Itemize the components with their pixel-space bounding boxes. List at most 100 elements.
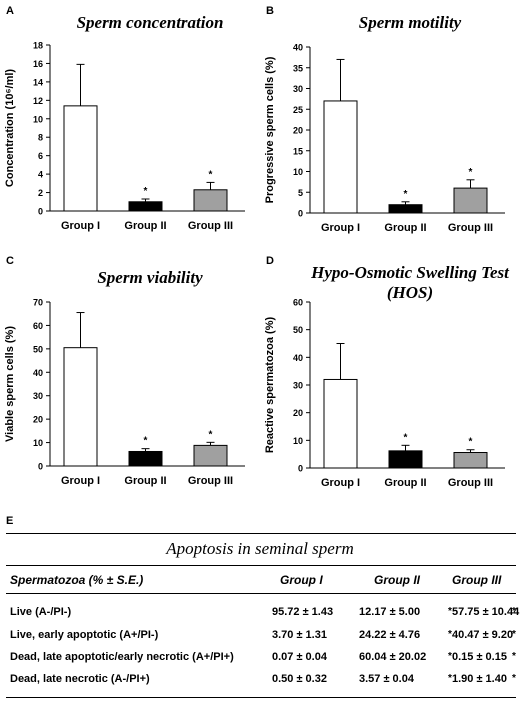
panel-e: E Apoptosis in seminal sperm Spermatozoa… <box>0 515 520 705</box>
y-tick-label: 10 <box>293 167 303 177</box>
bar-1 <box>63 105 98 212</box>
y-tick-label: 0 <box>298 209 303 219</box>
y-tick-label: 40 <box>293 353 303 363</box>
panel-letter-d: D <box>266 255 274 267</box>
y-tick-label: 20 <box>293 126 303 136</box>
significance-mark: * <box>469 167 473 178</box>
y-tick-label: 14 <box>33 77 43 87</box>
table-header-label: Spermatozoa (% ± S.E.) <box>10 573 144 587</box>
x-tick-label: Group III <box>448 222 493 234</box>
y-tick-label: 4 <box>38 170 43 180</box>
x-tick-label: Group I <box>61 220 100 232</box>
x-tick-label: Group I <box>321 477 360 489</box>
y-tick-label: 30 <box>293 381 303 391</box>
bar-2 <box>388 204 423 214</box>
x-tick-label: Group III <box>448 477 493 489</box>
table-cell-group-1: 0.50 ± 0.32 <box>272 673 327 685</box>
y-tick-label: 20 <box>293 408 303 418</box>
y-tick-label: 0 <box>298 464 303 474</box>
bar-3 <box>193 444 228 467</box>
chart-title: Sperm motility <box>359 13 462 32</box>
y-tick-label: 50 <box>33 344 43 354</box>
table-bottom-rule <box>6 697 516 698</box>
table-cell-group-2: 12.17 ± 5.00 <box>359 606 421 618</box>
table-cell-group-2: 60.04 ± 20.02 <box>359 651 427 663</box>
table-cell-group-2-significance: * <box>448 651 452 662</box>
chart-c: C Sperm viability Viable sperm cells (%) 0 1… <box>4 255 245 487</box>
bar-2 <box>128 450 163 467</box>
y-tick-label: 12 <box>33 96 43 106</box>
y-tick-label: 15 <box>293 146 303 156</box>
panel-letter-c: C <box>6 255 14 267</box>
chart-d: D Hypo-Osmotic Swelling Test(HOS) Reactive… <box>264 255 510 489</box>
panel-b: B Sperm motility Progressive sperm cells (… <box>260 0 520 250</box>
table-cell-group-3: 0.15 ± 0.15 <box>452 651 507 663</box>
y-tick-label: 40 <box>293 43 303 53</box>
y-tick-label: 0 <box>38 207 43 217</box>
bar-2 <box>128 201 163 212</box>
bar-3 <box>453 187 488 214</box>
y-tick-label: 10 <box>293 436 303 446</box>
bar-2 <box>388 450 423 469</box>
table-top-rule <box>6 533 516 534</box>
chart-a: A Sperm concentration Concentration (10⁶/m… <box>4 5 245 232</box>
y-tick-label: 18 <box>33 41 43 51</box>
table-cell-group-1: 95.72 ± 1.43 <box>272 606 334 618</box>
panel-d: D Hypo-Osmotic Swelling Test (HOS) Reactive… <box>260 250 520 512</box>
y-tick-label: 30 <box>293 84 303 94</box>
x-tick-label: Group II <box>124 475 166 487</box>
significance-mark: * <box>404 189 408 200</box>
table-cell-group-3-significance: * <box>512 651 516 662</box>
significance-mark: * <box>209 429 213 440</box>
table-header-group-3: Group III <box>452 573 502 587</box>
y-tick-label: 0 <box>38 462 43 472</box>
x-tick-label: Group I <box>61 475 100 487</box>
x-tick-label: Group I <box>321 222 360 234</box>
table-row-label: Dead, late apoptotic/early necrotic (A+/… <box>10 651 234 663</box>
significance-mark: * <box>144 186 148 197</box>
x-tick-label: Group II <box>124 220 166 232</box>
y-tick-label: 50 <box>293 325 303 335</box>
table-cell-group-3: 57.75 ± 10.44 <box>452 606 520 618</box>
x-tick-label: Group III <box>188 220 233 232</box>
y-tick-label: 25 <box>293 105 303 115</box>
y-tick-label: 20 <box>33 415 43 425</box>
x-tick-label: Group II <box>384 222 426 234</box>
bar-3 <box>193 189 228 212</box>
table-row-label: Live (A-/PI-) <box>10 606 72 618</box>
table-cell-group-2-significance: * <box>448 606 452 617</box>
y-tick-label: 35 <box>293 63 303 73</box>
bar-3 <box>453 452 488 469</box>
y-axis-label: Progressive sperm cells (%) <box>264 56 276 203</box>
significance-mark: * <box>209 169 213 180</box>
bar-1 <box>323 378 358 469</box>
table-cell-group-3: 40.47 ± 9.20 <box>452 629 514 641</box>
table-row-label: Dead, late necrotic (A-/PI+) <box>10 673 150 685</box>
chart-title: Hypo-Osmotic Swelling Test <box>310 263 510 282</box>
y-tick-label: 30 <box>33 391 43 401</box>
chart-title: Sperm concentration <box>77 13 224 32</box>
bar-1 <box>323 100 358 214</box>
table-header-group-1: Group I <box>280 573 323 587</box>
y-tick-label: 60 <box>293 298 303 308</box>
y-tick-label: 40 <box>33 368 43 378</box>
table-cell-group-2-significance: * <box>448 629 452 640</box>
bar-1 <box>63 347 98 467</box>
table-row-label: Live, early apoptotic (A+/PI-) <box>10 629 159 641</box>
significance-mark: * <box>404 432 408 443</box>
table-cell-group-3-significance: * <box>512 629 516 640</box>
table-cell-group-2-significance: * <box>448 673 452 684</box>
y-tick-label: 8 <box>38 133 43 143</box>
chart-b: B Sperm motility Progressive sperm cells (… <box>264 5 505 234</box>
y-axis-label: Concentration (10⁶/ml) <box>4 69 16 187</box>
table-header-rule <box>6 593 516 594</box>
table-cell-group-1: 0.07 ± 0.04 <box>272 651 327 663</box>
table-cell-group-3-significance: * <box>512 673 516 684</box>
panel-letter-e: E <box>6 515 14 527</box>
y-tick-label: 2 <box>38 188 43 198</box>
table-title-rule <box>6 565 516 566</box>
y-tick-label: 16 <box>33 59 43 69</box>
table-cell-group-2: 24.22 ± 4.76 <box>359 629 421 641</box>
significance-mark: * <box>469 437 473 448</box>
y-tick-label: 60 <box>33 321 43 331</box>
